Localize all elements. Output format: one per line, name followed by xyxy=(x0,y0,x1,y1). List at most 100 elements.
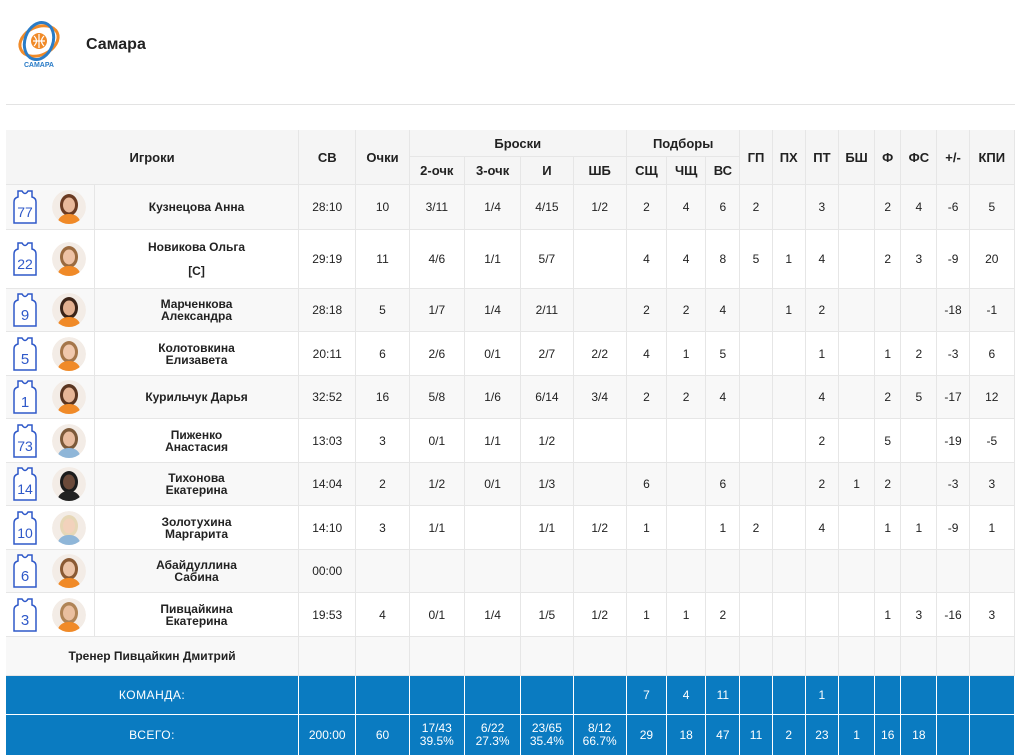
stat-fd: 3 xyxy=(900,592,938,637)
stat-pf: 5 xyxy=(874,418,902,463)
player-row[interactable]: 1 Курильчук Дарья 32:52 16 5/8 1/6 6/14 3/4 2 2 4… xyxy=(6,375,1015,419)
team-row-label: КОМАНДА: xyxy=(6,675,300,715)
photo-cell xyxy=(44,418,95,463)
player-name[interactable]: Марченкова Александра xyxy=(94,288,300,332)
player-row[interactable]: 6 Абайдуллина Сабина 00:00 xyxy=(6,549,1015,593)
total-dreb: 18 xyxy=(666,714,707,756)
player-row[interactable]: 3 Пивцайкина Екатерина 19:53 4 0/1 1/4 1/5 1/2 1… xyxy=(6,592,1015,637)
stat-three: 1/4 xyxy=(464,288,522,332)
stat-min: 29:19 xyxy=(298,229,357,289)
player-photo[interactable] xyxy=(52,597,87,632)
stat-three: 1/1 xyxy=(464,418,522,463)
stat-to: 4 xyxy=(805,505,839,550)
stat-oreb: 2 xyxy=(626,184,668,230)
stat-two: 1/1 xyxy=(409,505,465,550)
player-photo[interactable] xyxy=(52,423,87,458)
stat-two: 0/1 xyxy=(409,592,465,637)
stat-ft: 2/7 xyxy=(520,331,574,376)
stat-treb: 4 xyxy=(705,288,741,332)
team-title: Самара xyxy=(86,36,146,53)
jersey-cell: 73 xyxy=(6,418,45,463)
stat-three: 0/1 xyxy=(464,462,522,506)
total-ast: 11 xyxy=(739,714,773,756)
stat-fb xyxy=(573,229,627,289)
player-first-line: Марченкова xyxy=(160,297,233,311)
stat-pts: 16 xyxy=(355,375,410,419)
player-photo[interactable] xyxy=(52,190,87,224)
stat-pts: 6 xyxy=(355,331,410,376)
stat-fb: 1/2 xyxy=(573,184,627,230)
player-first-line: Пиженко xyxy=(170,427,223,442)
player-name[interactable]: Пиженко Анастасия xyxy=(94,418,300,463)
stat-fd: 2 xyxy=(900,331,938,376)
player-row[interactable]: 73 Пиженко Анастасия 13:03 3 0/1 1/1 1/2 2 5 -19-… xyxy=(6,418,1015,463)
player-name[interactable]: Кузнецова Анна xyxy=(94,184,300,230)
stat-treb: 5 xyxy=(705,331,741,376)
player-photo[interactable] xyxy=(52,380,87,414)
stat-fb xyxy=(573,462,627,506)
player-name[interactable]: Пивцайкина Екатерина xyxy=(94,592,300,637)
player-name[interactable]: Новикова Ольга [C] xyxy=(94,229,300,289)
total-stl: 2 xyxy=(772,714,806,756)
player-row[interactable]: 22 Новикова Ольга [C] 29:19 11 4/6 1/1 5/7 4 4 8 5… xyxy=(6,229,1015,289)
total-three: 6/22 27.3% xyxy=(464,714,522,756)
jersey-icon: 9 xyxy=(13,293,37,327)
player-name[interactable]: Курильчук Дарья xyxy=(94,375,300,419)
stat-pts: 11 xyxy=(355,229,410,289)
stat-ast xyxy=(739,549,773,593)
jersey-number: 1 xyxy=(21,394,29,411)
logo-text: САМАРА xyxy=(24,62,54,69)
stat-ast xyxy=(739,288,773,332)
player-row[interactable]: 9 Марченкова Александра 28:18 5 1/7 1/4 2/11 2 2… xyxy=(6,288,1015,332)
player-photo[interactable] xyxy=(52,467,87,501)
total-row: ВСЕГО: 200:00 60 17/43 39.5% 6/22 27.3% 23… xyxy=(6,714,1015,756)
team-logo[interactable]: САМАРА xyxy=(14,20,64,70)
player-photo[interactable] xyxy=(52,554,87,588)
jersey-icon: 77 xyxy=(13,190,37,224)
stat-ast: 2 xyxy=(739,184,773,230)
player-name[interactable]: Золотухина Маргарита xyxy=(94,505,300,550)
stat-pts: 2 xyxy=(355,462,410,506)
stat-blk: 1 xyxy=(838,462,876,506)
stat-oreb: 4 xyxy=(626,229,668,289)
player-name-text: Кузнецова Анна xyxy=(148,200,245,214)
player-name[interactable]: Тихонова Екатерина xyxy=(94,462,300,506)
col-ft: И xyxy=(520,156,574,185)
col-pts: Очки xyxy=(355,130,410,185)
player-photo[interactable] xyxy=(52,242,87,276)
stat-pf xyxy=(874,288,902,332)
team-header: САМАРА Самара xyxy=(0,0,1015,104)
player-first-line: Тихонова xyxy=(168,471,225,485)
stat-stl xyxy=(772,505,806,550)
stat-stl xyxy=(772,375,806,419)
col-eff: КПИ xyxy=(969,130,1015,185)
stat-stl xyxy=(772,549,806,593)
player-name[interactable]: Абайдуллина Сабина xyxy=(94,549,300,593)
player-row[interactable]: 77 Кузнецова Анна 28:10 10 3/11 1/4 4/15 1/2 2 4… xyxy=(6,184,1015,230)
stat-three xyxy=(464,505,522,550)
stat-oreb xyxy=(626,549,668,593)
player-row[interactable]: 5 Колотовкина Елизавета 20:11 6 2/6 0/1 2/7 2/2… xyxy=(6,331,1015,376)
stat-pts: 10 xyxy=(355,184,410,230)
photo-cell xyxy=(44,462,95,506)
stat-two: 2/6 xyxy=(409,331,465,376)
player-photo[interactable] xyxy=(52,293,87,327)
jersey-number: 5 xyxy=(21,351,29,368)
jersey-icon: 1 xyxy=(13,380,37,414)
stat-blk xyxy=(838,418,876,463)
stat-min: 32:52 xyxy=(298,375,357,419)
stat-three: 1/4 xyxy=(464,592,522,637)
stat-dreb: 2 xyxy=(666,288,707,332)
jersey-cell: 1 xyxy=(6,375,45,419)
player-name[interactable]: Колотовкина Елизавета xyxy=(94,331,300,376)
stat-stl xyxy=(772,592,806,637)
player-photo[interactable] xyxy=(52,510,87,545)
stat-pm: -6 xyxy=(936,184,970,230)
jersey-cell: 14 xyxy=(6,462,45,506)
total-pf: 16 xyxy=(874,714,902,756)
player-row[interactable]: 14 Тихонова Екатерина 14:04 2 1/2 0/1 1/3 6 6 2 1 2… xyxy=(6,462,1015,506)
player-row[interactable]: 10 Золотухина Маргарита 14:10 3 1/1 1/1 1/2 1 1 2… xyxy=(6,505,1015,550)
player-photo[interactable] xyxy=(52,336,87,371)
stat-eff: -1 xyxy=(969,288,1015,332)
stat-pf: 2 xyxy=(874,462,902,506)
